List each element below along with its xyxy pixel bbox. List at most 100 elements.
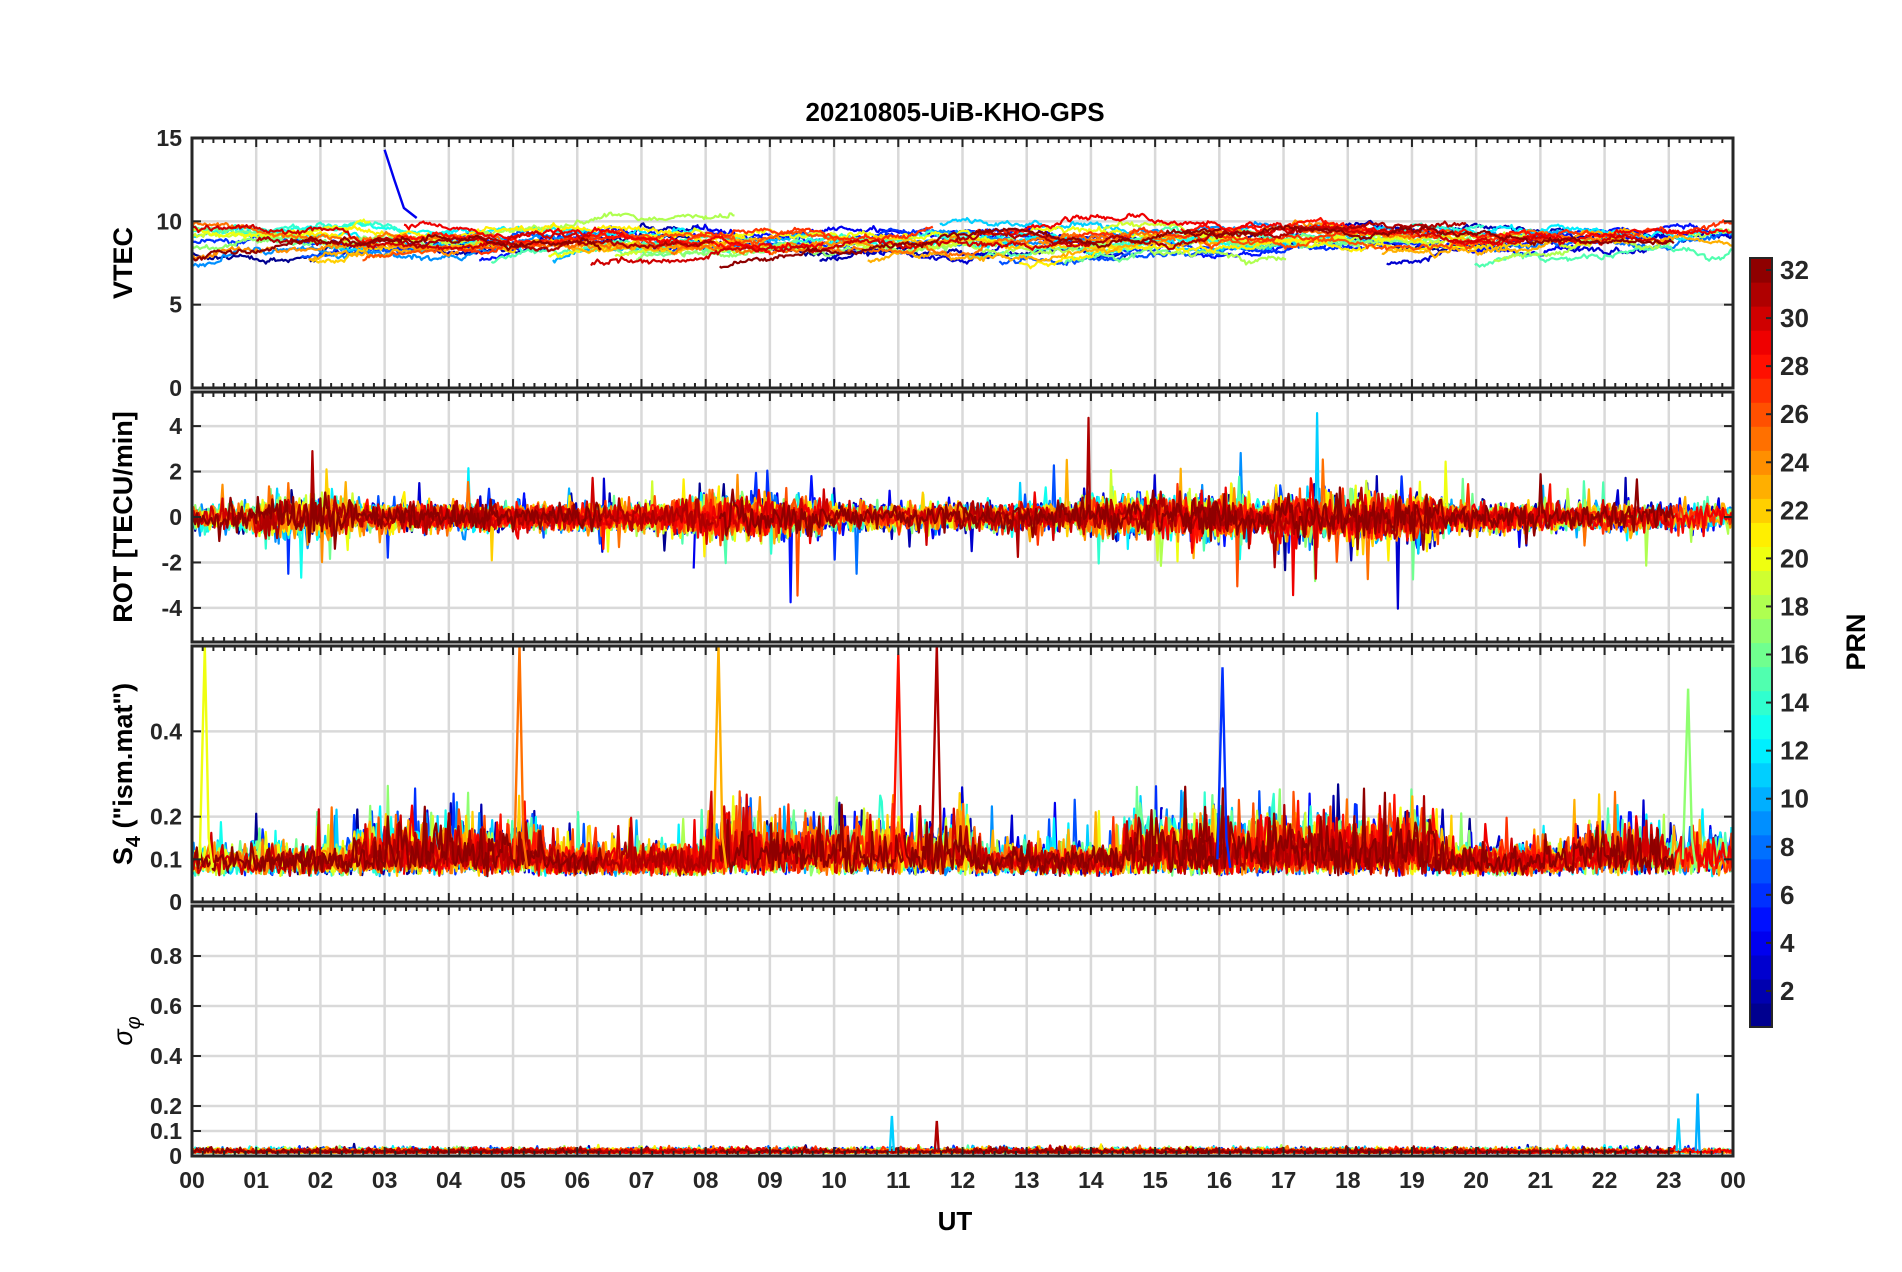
colorbar-cell-12 bbox=[1750, 738, 1772, 764]
colorbar-cell-21 bbox=[1750, 522, 1772, 547]
x-tick-label: 20 bbox=[1463, 1167, 1489, 1193]
vtec-line-prn-30 bbox=[590, 238, 1092, 267]
x-tick-label: 13 bbox=[1014, 1167, 1040, 1193]
vtec-line-prn-32 bbox=[191, 234, 602, 262]
colorbar-tick-label: 28 bbox=[1780, 351, 1809, 381]
colorbar-cell-23 bbox=[1750, 474, 1772, 499]
colorbar-cell-18 bbox=[1750, 594, 1772, 620]
colorbar-frame bbox=[1749, 257, 1773, 1028]
colorbar-cell-22 bbox=[1750, 498, 1772, 523]
vtec-series-group bbox=[191, 149, 1734, 270]
x-tick-label: 21 bbox=[1528, 1167, 1554, 1193]
rot-line-prn-32 bbox=[190, 491, 603, 550]
vtec-line-prn-24 bbox=[191, 241, 460, 260]
x-tick-label: 19 bbox=[1399, 1167, 1425, 1193]
y-tick-label-s4: 0.2 bbox=[150, 804, 182, 830]
colorbar-cell-27 bbox=[1750, 378, 1772, 403]
colorbar-cell-14 bbox=[1750, 690, 1772, 716]
sigphi-spike-3 bbox=[933, 1120, 940, 1152]
y-tick-label-sigphi: 0.4 bbox=[150, 1043, 182, 1069]
x-tick-label: 05 bbox=[500, 1167, 526, 1193]
rot-line-prn-32 bbox=[718, 488, 1222, 542]
ylabel-sub: φ bbox=[123, 1016, 145, 1029]
x-axis-label: UT bbox=[938, 1206, 973, 1236]
vtec-line-prn-30 bbox=[191, 223, 591, 251]
vtec-line-prn-23 bbox=[867, 237, 1231, 264]
x-tick-label: 16 bbox=[1207, 1167, 1233, 1193]
y-tick-label-rot: 4 bbox=[169, 413, 182, 439]
vtec-line-prn-29 bbox=[403, 220, 824, 250]
y-tick-label-vtec: 5 bbox=[169, 292, 182, 318]
x-tick-label: 07 bbox=[629, 1167, 655, 1193]
y-tick-label-sigphi: 0 bbox=[169, 1143, 182, 1169]
colorbar-cell-13 bbox=[1750, 714, 1772, 740]
y-tick-label-sigphi: 0.1 bbox=[150, 1118, 182, 1144]
colorbar-tick-label: 10 bbox=[1780, 784, 1809, 814]
s4-line-prn-32 bbox=[191, 805, 603, 878]
y-tick-label-vtec: 15 bbox=[156, 125, 182, 151]
s4-spike-1 bbox=[513, 645, 529, 869]
s4-line-prn-32 bbox=[718, 785, 1222, 877]
x-tick-label: 23 bbox=[1656, 1167, 1682, 1193]
colorbar-cell-32 bbox=[1750, 258, 1772, 283]
s4-line-prn-31 bbox=[255, 817, 715, 877]
colorbar-tick-label: 24 bbox=[1780, 447, 1809, 477]
colorbar-cell-28 bbox=[1750, 354, 1772, 379]
y-axis-label-s4: S4 ("ism.mat") bbox=[108, 683, 145, 865]
colorbar-cell-25 bbox=[1750, 426, 1772, 451]
colorbar-tick-label: 12 bbox=[1780, 736, 1809, 766]
y-axis-label-vtec: VTEC bbox=[108, 227, 138, 299]
colorbar-cell-6 bbox=[1750, 882, 1772, 908]
colorbar-cell-15 bbox=[1750, 666, 1772, 692]
colorbar-tick-label: 18 bbox=[1780, 591, 1809, 621]
s4-spike-4 bbox=[930, 645, 946, 869]
x-tick-label: 02 bbox=[308, 1167, 334, 1193]
colorbar-cell-4 bbox=[1750, 930, 1772, 956]
colorbar-tick-label: 4 bbox=[1780, 928, 1795, 958]
s4-series-group bbox=[190, 645, 1735, 878]
x-tick-label: 09 bbox=[757, 1167, 783, 1193]
colorbar-cell-8 bbox=[1750, 834, 1772, 860]
s4-spike-6 bbox=[1681, 688, 1697, 869]
sigphi-spike-1 bbox=[1675, 1118, 1682, 1152]
rot-series-group bbox=[190, 412, 1735, 610]
ylabel-sub: 4 bbox=[123, 835, 145, 847]
y-axis-label-rot: ROT [TECU/min] bbox=[108, 411, 138, 622]
y-tick-label-vtec: 10 bbox=[156, 208, 182, 234]
rot-line-prn-32 bbox=[1183, 473, 1675, 551]
chart-title: 20210805-UiB-KHO-GPS bbox=[805, 97, 1104, 127]
y-tick-label-rot: 0 bbox=[169, 504, 182, 530]
x-tick-label: 08 bbox=[693, 1167, 719, 1193]
colorbar-tick-label: 16 bbox=[1780, 640, 1809, 670]
y-axis-label-sigphi: σφ bbox=[108, 1016, 145, 1045]
y-tick-label-sigphi: 0.8 bbox=[150, 943, 182, 969]
vtec-line-prn-29 bbox=[1008, 212, 1388, 237]
x-tick-label: 14 bbox=[1078, 1167, 1104, 1193]
ylabel-main: S bbox=[108, 847, 138, 865]
sigphi-spike-0 bbox=[1694, 1093, 1701, 1152]
colorbar-cell-16 bbox=[1750, 642, 1772, 668]
colorbar-cell-30 bbox=[1750, 306, 1772, 331]
s4-spike-0 bbox=[198, 645, 214, 869]
sigphi-line-prn-32 bbox=[191, 1145, 603, 1155]
colorbar-tick-label: 2 bbox=[1780, 976, 1794, 1006]
y-tick-label-s4: 0.1 bbox=[150, 846, 182, 872]
y-tick-label-rot: -2 bbox=[162, 549, 182, 575]
y-tick-label-s4: 0.4 bbox=[150, 718, 182, 744]
colorbar-cell-2 bbox=[1750, 978, 1772, 1004]
x-tick-label: 12 bbox=[950, 1167, 976, 1193]
colorbar-cell-10 bbox=[1750, 786, 1772, 812]
y-tick-label-s4: 0 bbox=[169, 889, 182, 915]
colorbar-cell-1 bbox=[1750, 1002, 1772, 1028]
ylabel-main: σ bbox=[108, 1028, 138, 1046]
sigphi-line-prn-32 bbox=[718, 1144, 1221, 1155]
x-tick-label: 11 bbox=[886, 1167, 911, 1193]
colorbar-tick-label: 6 bbox=[1780, 880, 1794, 910]
colorbar-label: PRN bbox=[1841, 613, 1871, 670]
x-tick-label: 10 bbox=[821, 1167, 847, 1193]
vtec-line-prn-26 bbox=[1198, 236, 1479, 251]
rot-line-prn-5 bbox=[478, 475, 908, 604]
x-tick-label: 17 bbox=[1271, 1167, 1297, 1193]
y-tick-label-rot: -4 bbox=[162, 595, 183, 621]
